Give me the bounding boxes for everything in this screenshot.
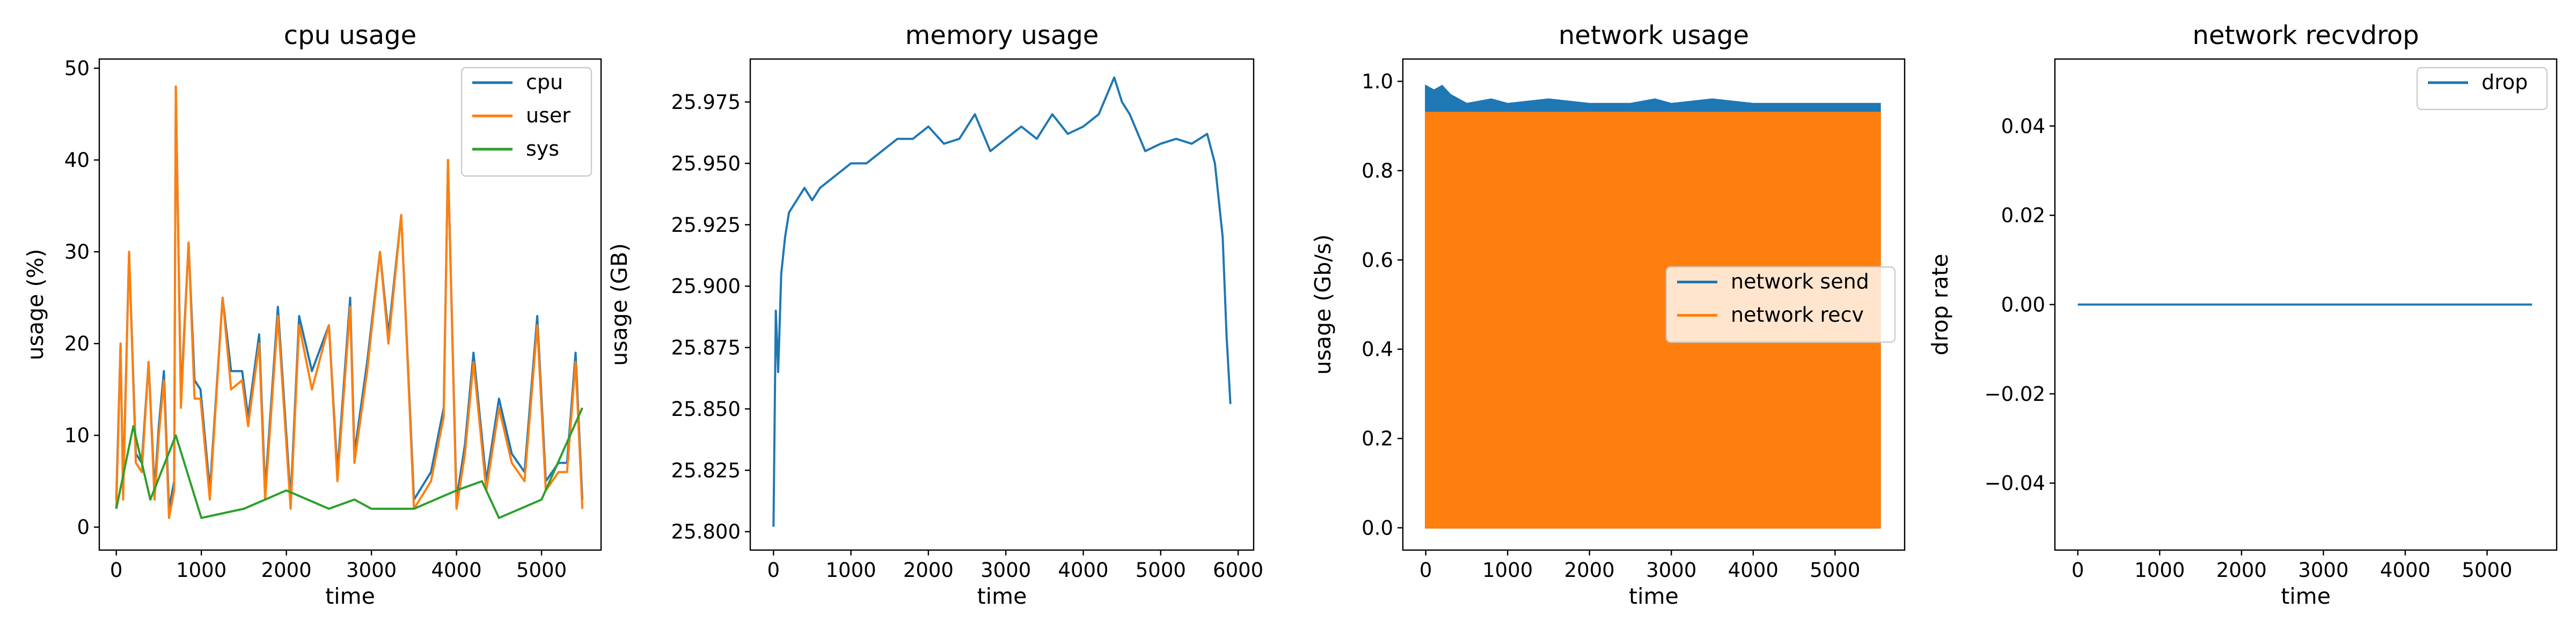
plot-frame: [1402, 58, 1906, 551]
x-tick-label: 3000: [1646, 559, 1696, 582]
legend-entry: drop: [2482, 70, 2528, 94]
chart-panel-0: 0 1000 2000 3000 4000 5000 0 10 20 30 40 50 cpu usag…: [23, 20, 602, 609]
legend-entry: network send: [1731, 270, 1869, 294]
x-tick-label: 5000: [2462, 559, 2512, 582]
x-tick-label: 4000: [2380, 559, 2431, 582]
y-tick-label: 25.950: [671, 152, 741, 175]
chart-title: cpu usage: [284, 20, 416, 50]
legend-entry: user: [526, 104, 570, 127]
y-tick-label: 30: [64, 240, 90, 264]
x-tick-label: 5000: [516, 559, 567, 582]
x-tick-label: 0: [2072, 559, 2084, 582]
y-tick-label: 25.825: [671, 459, 741, 482]
y-axis-label: usage (%): [23, 249, 48, 361]
series-line-2: [115, 407, 583, 519]
y-tick-label: 0.8: [1362, 159, 1393, 182]
y-axis-label: drop rate: [1927, 254, 1953, 355]
series-group: [1425, 84, 1881, 529]
x-axis-label: time: [977, 583, 1027, 609]
x-tick-label: 5000: [1810, 559, 1860, 582]
y-tick-label: 0: [77, 516, 90, 539]
y-tick-label: 40: [64, 149, 90, 172]
x-axis-label: time: [325, 583, 375, 609]
legend-box: [1665, 266, 1896, 343]
chart-title: network usage: [1558, 20, 1749, 50]
x-tick-label: 0: [767, 559, 780, 582]
x-tick-label: 0: [1419, 559, 1432, 582]
plot-frame: [749, 58, 1255, 551]
y-tick-label: 0.02: [2001, 204, 2045, 227]
x-tick-label: 2000: [903, 559, 954, 582]
x-axis-label: time: [2281, 583, 2331, 609]
x-tick-label: 1000: [1482, 559, 1533, 582]
y-tick-label: 25.800: [671, 521, 741, 544]
series-line-1: [115, 85, 584, 519]
x-tick-label: 1000: [2134, 559, 2185, 582]
x-tick-label: 1000: [826, 559, 876, 582]
x-tick-label: 3000: [346, 559, 397, 582]
chart-panel-3: 0 1000 2000 3000 4000 5000 −0.04 −0.02 0.00 0.02 0…: [1927, 20, 2558, 609]
y-tick-label: 0.00: [2001, 294, 2045, 317]
y-tick-label: 1.0: [1362, 70, 1393, 93]
y-axis-label: usage (GB): [606, 243, 632, 366]
x-axis-label: time: [1629, 583, 1679, 609]
series-line-0: [772, 76, 1232, 527]
y-tick-label: 0.6: [1362, 248, 1393, 272]
legend-box: [2416, 67, 2548, 111]
y-tick-label: 0.2: [1362, 427, 1393, 450]
y-tick-label: 50: [64, 57, 90, 80]
legend: drop: [2416, 67, 2548, 111]
y-tick-label: 0.04: [2001, 115, 2045, 138]
y-tick-label: 0.4: [1362, 338, 1393, 361]
legend: network send network recv: [1665, 266, 1896, 343]
plot-frame: [98, 58, 602, 551]
x-tick-label: 4000: [1728, 559, 1779, 582]
y-tick-label: −0.04: [1985, 472, 2045, 495]
chart-title: memory usage: [905, 20, 1099, 50]
chart-panel-1: 0 1000 2000 3000 4000 5000 6000 25.800 25.825 25.…: [606, 20, 1263, 609]
y-tick-label: 25.925: [671, 214, 741, 237]
series-group: [772, 76, 1232, 527]
x-tick-label: 6000: [1213, 559, 1263, 582]
y-tick-label: 25.900: [671, 275, 741, 298]
y-tick-label: 25.850: [671, 398, 741, 421]
y-tick-label: 25.875: [671, 336, 741, 360]
x-tick-label: 2000: [261, 559, 312, 582]
legend-entry: cpu: [526, 70, 563, 94]
chart-panel-2: 0 1000 2000 3000 4000 5000 0.0 0.2 0.4 0.6 0.8 1.0 n…: [1310, 20, 1906, 609]
series-group: [115, 85, 584, 519]
legend-entry: network recv: [1731, 303, 1864, 327]
x-tick-label: 2000: [1564, 559, 1615, 582]
y-tick-label: −0.02: [1985, 383, 2045, 406]
legend: cpu user sys: [460, 67, 592, 177]
x-tick-label: 2000: [2216, 559, 2267, 582]
y-tick-label: 20: [64, 332, 90, 355]
x-tick-label: 0: [110, 559, 123, 582]
x-tick-label: 5000: [1136, 559, 1186, 582]
legend-entry: sys: [526, 137, 559, 160]
x-tick-label: 3000: [2298, 559, 2348, 582]
y-tick-label: 25.975: [671, 91, 741, 114]
x-tick-label: 4000: [1058, 559, 1108, 582]
chart-title: network recvdrop: [2192, 20, 2419, 50]
y-tick-label: 10: [64, 424, 90, 447]
x-tick-label: 3000: [980, 559, 1031, 582]
y-axis-label: usage (Gb/s): [1310, 235, 1336, 375]
y-tick-label: 0.0: [1362, 516, 1393, 539]
x-tick-label: 4000: [431, 559, 482, 582]
series-area-1: [1425, 112, 1881, 529]
x-tick-label: 1000: [176, 559, 226, 582]
